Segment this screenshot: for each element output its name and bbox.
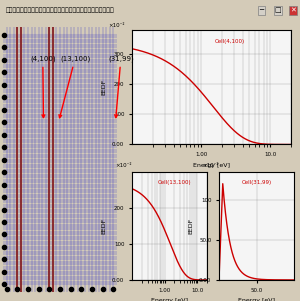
Text: (31,99): (31,99) [108, 55, 134, 118]
Text: Cell(4,100): Cell(4,100) [215, 39, 245, 44]
X-axis label: Energy [eV]: Energy [eV] [238, 298, 275, 301]
Text: ─: ─ [260, 8, 264, 14]
Text: (13,100): (13,100) [59, 55, 90, 118]
Text: ×10⁻²: ×10⁻² [116, 163, 132, 168]
Text: □: □ [275, 8, 281, 14]
Text: Cell(13,100): Cell(13,100) [158, 180, 192, 185]
Y-axis label: EEDF: EEDF [102, 79, 106, 95]
Text: 電子エネルギー分布関数を表示します。セルを選択してください: 電子エネルギー分布関数を表示します。セルを選択してください [6, 8, 115, 13]
Text: ✕: ✕ [290, 8, 296, 14]
X-axis label: Energy [eV]: Energy [eV] [151, 298, 188, 301]
X-axis label: Energy [eV]: Energy [eV] [193, 163, 230, 168]
Text: ×10⁻²: ×10⁻² [202, 163, 219, 168]
Text: ×10⁻²: ×10⁻² [108, 23, 125, 28]
Text: (4,100): (4,100) [30, 55, 56, 118]
Y-axis label: EEDF: EEDF [102, 218, 106, 234]
Text: Cell(31,99): Cell(31,99) [242, 180, 272, 185]
Y-axis label: EEDF: EEDF [189, 218, 194, 234]
